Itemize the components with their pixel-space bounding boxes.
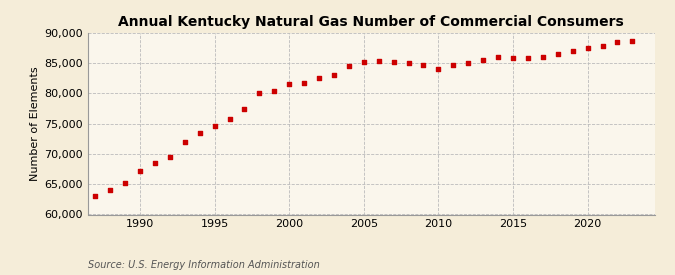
- Point: [134, 169, 145, 173]
- Point: [180, 140, 190, 144]
- Title: Annual Kentucky Natural Gas Number of Commercial Consumers: Annual Kentucky Natural Gas Number of Co…: [118, 15, 624, 29]
- Point: [105, 188, 115, 192]
- Point: [597, 44, 608, 48]
- Point: [373, 59, 384, 64]
- Point: [209, 123, 220, 128]
- Point: [388, 60, 399, 64]
- Point: [165, 155, 176, 159]
- Point: [508, 56, 518, 60]
- Point: [627, 39, 638, 43]
- Point: [478, 58, 489, 62]
- Point: [149, 161, 160, 165]
- Point: [284, 82, 294, 87]
- Text: Source: U.S. Energy Information Administration: Source: U.S. Energy Information Administ…: [88, 260, 319, 270]
- Point: [299, 81, 310, 86]
- Point: [403, 61, 414, 65]
- Point: [119, 181, 130, 185]
- Point: [194, 131, 205, 135]
- Point: [329, 73, 340, 78]
- Point: [567, 49, 578, 53]
- Point: [493, 55, 504, 59]
- Point: [612, 40, 623, 44]
- Point: [269, 89, 279, 93]
- Point: [90, 194, 101, 199]
- Point: [254, 91, 265, 96]
- Y-axis label: Number of Elements: Number of Elements: [30, 67, 40, 181]
- Point: [522, 56, 533, 60]
- Point: [552, 52, 563, 56]
- Point: [224, 117, 235, 121]
- Point: [537, 54, 548, 59]
- Point: [583, 46, 593, 50]
- Point: [433, 67, 443, 72]
- Point: [418, 63, 429, 67]
- Point: [358, 60, 369, 64]
- Point: [314, 76, 325, 81]
- Point: [239, 106, 250, 111]
- Point: [448, 63, 459, 67]
- Point: [344, 64, 354, 68]
- Point: [463, 61, 474, 65]
